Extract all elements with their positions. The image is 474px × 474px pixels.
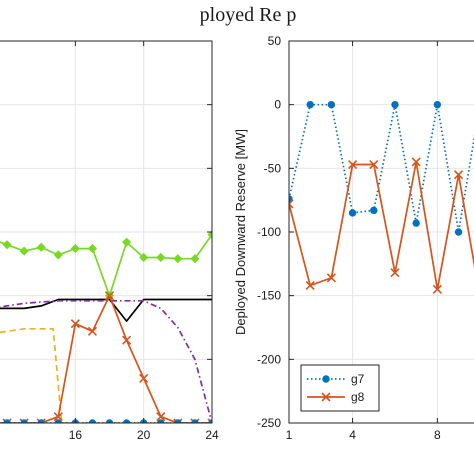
data-point [19,418,29,423]
data-point [156,412,166,422]
data-point [87,243,98,254]
data-point [190,254,200,264]
data-point [370,206,378,215]
data-point [326,273,336,283]
y-axis-label: Deployed Downward Reserve [MW] [233,129,248,335]
data-point [369,159,379,170]
data-point [53,412,63,422]
data-point [36,242,46,252]
data-point [207,229,212,240]
series-line-2 [0,298,212,322]
data-point [327,100,336,109]
y-tick-label: -100 [257,225,281,239]
data-point [139,373,149,383]
data-point [207,418,212,423]
chart-title-fragment: ployed Re p [200,4,297,26]
data-point [453,170,464,180]
grid-lines [0,40,213,424]
series-g7 [289,100,474,236]
y-tick-label: -250 [257,416,281,430]
data-point [411,157,421,167]
legend-box [300,364,380,412]
data-point [173,418,183,423]
data-point [70,319,80,329]
series-line [0,234,212,297]
data-point [348,159,358,170]
series-line [0,298,212,322]
data-point [454,228,463,236]
data-point [87,326,98,336]
data-point [104,291,115,301]
data-point [122,237,132,247]
data-point [412,219,420,227]
y-tick-label: -200 [257,352,281,366]
data-point [305,280,315,291]
data-point [70,243,80,254]
data-point [19,246,29,256]
x-tick-label: 1 [286,428,293,442]
data-point [122,335,132,345]
data-point [306,100,314,109]
data-point [156,252,166,263]
series-line-3 [0,299,212,423]
legend-marker [321,392,331,402]
x-tick-label: 24 [205,428,219,442]
y-tick-label: -150 [257,289,281,303]
right-panel: 1 4 8 50 0 -50 -100 -150 -200 -250 Deployed Downwa… [233,34,474,442]
data-point [53,250,63,260]
data-point [36,418,46,423]
series-line-4 [0,327,212,423]
data-point [432,284,442,294]
data-point [173,254,183,264]
series-line [289,161,474,291]
data-point [390,268,400,278]
data-point [391,100,399,109]
y-tick-label: -50 [264,161,282,175]
series-g8 [289,157,474,294]
legend-marker [322,375,330,383]
series-line-1 [0,229,212,301]
data-point [2,240,12,250]
y-tick-label: 0 [274,98,281,112]
x-tick-label: 16 [69,428,83,442]
x-tick-label: 4 [349,428,356,442]
series-line [0,327,212,423]
legend-label: g8 [351,390,365,404]
data-point [433,100,442,109]
y-tick-label: 50 [268,34,282,48]
data-point [2,418,12,423]
x-tick-label: 8 [434,428,441,442]
x-tick-label: 20 [137,428,151,442]
left-panel: 16 20 24 [0,40,219,442]
data-point [190,418,200,423]
data-point [348,209,357,217]
series-line [0,299,212,423]
data-point [139,252,149,263]
data-point [289,199,294,209]
legend-label: g7 [351,372,365,386]
